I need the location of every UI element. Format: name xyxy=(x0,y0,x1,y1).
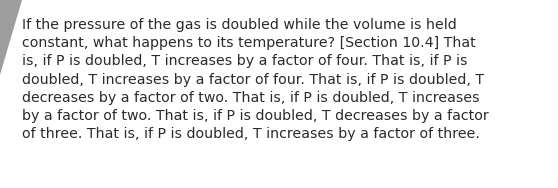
Text: If the pressure of the gas is doubled while the volume is held
constant, what ha: If the pressure of the gas is doubled wh… xyxy=(22,18,489,141)
Polygon shape xyxy=(0,0,22,75)
